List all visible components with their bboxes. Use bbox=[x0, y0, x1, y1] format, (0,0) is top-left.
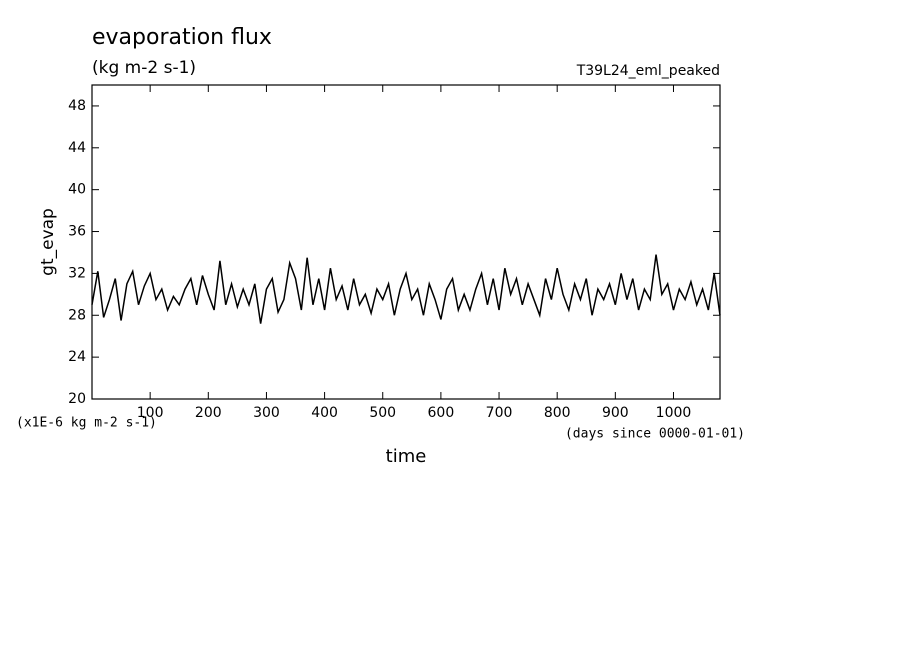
y-tick-label: 28 bbox=[68, 307, 86, 323]
x-tick-label: 200 bbox=[195, 405, 222, 421]
annotation: T39L24_eml_peaked bbox=[576, 63, 720, 79]
x-tick-label: 900 bbox=[602, 405, 629, 421]
x-unit-note: (days since 0000-01-01) bbox=[565, 427, 745, 442]
y-tick-label: 20 bbox=[68, 391, 86, 407]
chart-subtitle: (kg m-2 s-1) bbox=[92, 58, 196, 78]
x-tick-label: 800 bbox=[544, 405, 571, 421]
y-tick-label: 44 bbox=[68, 140, 86, 156]
y-tick-label: 32 bbox=[68, 265, 86, 281]
x-tick-label: 600 bbox=[428, 405, 455, 421]
chart-title: evaporation flux bbox=[92, 25, 272, 50]
x-tick-label: 100 bbox=[137, 405, 164, 421]
x-tick-label: 700 bbox=[486, 405, 513, 421]
y-tick-label: 36 bbox=[68, 224, 86, 240]
x-axis-label: time bbox=[386, 446, 427, 467]
x-tick-label: 400 bbox=[311, 405, 338, 421]
x-tick-label: 500 bbox=[369, 405, 396, 421]
plot-frame bbox=[91, 84, 721, 400]
y-tick-label: 24 bbox=[68, 349, 86, 365]
y-unit-note: (x1E-6 kg m-2 s-1) bbox=[16, 416, 157, 431]
y-axis-label: gt_evap bbox=[38, 208, 58, 276]
y-tick-label: 40 bbox=[68, 182, 86, 198]
x-tick-label: 300 bbox=[253, 405, 280, 421]
data-line bbox=[91, 254, 721, 324]
x-tick-label: 1000 bbox=[656, 405, 692, 421]
y-tick-label: 48 bbox=[68, 98, 86, 114]
